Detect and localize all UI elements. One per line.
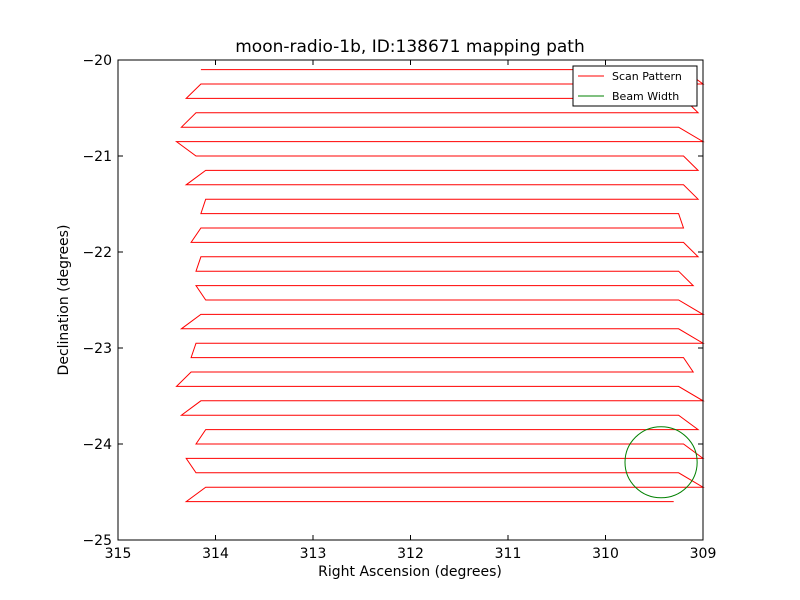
x-axis-label: Right Ascension (degrees) <box>318 564 502 580</box>
x-tick-label: 310 <box>592 546 619 562</box>
legend-label-beam-width: Beam Width <box>612 90 679 103</box>
x-tick-label: 314 <box>202 546 229 562</box>
ticks-group: 315 314 313 312 311 310 309 −20 −21 −22 −23 −24 −25 <box>82 53 716 562</box>
y-tick-label: −25 <box>82 533 112 549</box>
x-tick-label: 315 <box>105 546 132 562</box>
plot-data-group <box>174 69 705 503</box>
y-tick-label: −21 <box>82 149 112 165</box>
x-tick-label: 313 <box>300 546 327 562</box>
legend-label-scan-pattern: Scan Pattern <box>612 70 682 83</box>
y-tick-label: −22 <box>82 245 112 261</box>
y-tick-label: −23 <box>82 341 112 357</box>
y-tick-label: −24 <box>82 437 112 453</box>
beam-width-circle <box>624 426 698 499</box>
legend: Scan Pattern Beam Width <box>572 65 698 107</box>
legend-box <box>572 65 698 107</box>
x-tick-label: 311 <box>495 546 522 562</box>
chart-title: moon-radio-1b, ID:138671 mapping path <box>235 37 585 57</box>
x-tick-label: 309 <box>690 546 717 562</box>
x-tick-label: 312 <box>397 546 424 562</box>
scan-pattern-line <box>174 69 705 503</box>
y-axis-label: Declination (degrees) <box>56 225 72 376</box>
y-tick-label: −20 <box>82 53 112 69</box>
